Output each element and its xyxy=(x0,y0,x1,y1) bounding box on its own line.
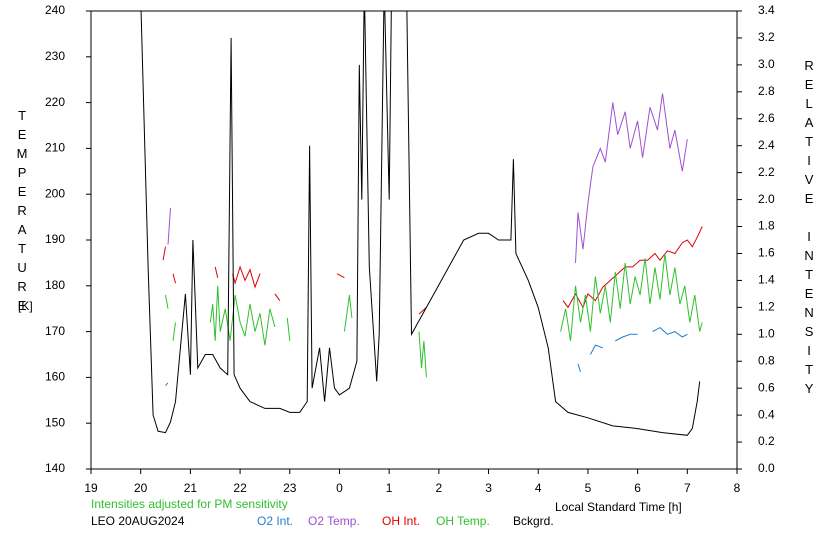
y-tick-label: 220 xyxy=(45,95,65,109)
legend-entry: O2 Int. xyxy=(257,514,293,528)
x-tick-label: 2 xyxy=(436,481,443,495)
x-tick-label: 22 xyxy=(233,481,247,495)
series-line xyxy=(165,253,703,378)
y2-tick-label: 0.2 xyxy=(758,434,775,448)
y2-tick-label: 1.0 xyxy=(758,326,775,340)
series-line xyxy=(140,11,701,436)
y2-tick-label: 0.6 xyxy=(758,380,775,394)
y-tick-label: 230 xyxy=(45,49,65,63)
x-tick-label: 19 xyxy=(84,481,98,495)
x-axis-label: Local Standard Time [h] xyxy=(555,500,682,514)
y-axis-label: TEMPERATURE xyxy=(15,108,30,317)
y2-tick-label: 3.0 xyxy=(758,57,775,71)
y2-tick-label: 2.0 xyxy=(758,192,775,206)
x-tick-label: 6 xyxy=(634,481,641,495)
station: LEO 20AUG2024 xyxy=(91,514,185,528)
y2-tick-label: 0.8 xyxy=(758,353,775,367)
y2-tick-label: 0.4 xyxy=(758,407,775,421)
legend-entry: OH Temp. xyxy=(436,514,490,528)
series-line xyxy=(165,326,688,386)
legend-entry: OH Int. xyxy=(382,514,420,528)
x-tick-label: 3 xyxy=(485,481,492,495)
x-tick-label: 5 xyxy=(585,481,592,495)
y2-tick-label: 1.8 xyxy=(758,219,775,233)
x-tick-label: 8 xyxy=(734,481,741,495)
x-tick-label: 23 xyxy=(283,481,297,495)
y2-tick-label: 2.2 xyxy=(758,165,775,179)
x-tick-label: 7 xyxy=(684,481,691,495)
y-tick-label: 200 xyxy=(45,186,65,200)
y2-tick-label: 2.6 xyxy=(758,111,775,125)
series-line xyxy=(167,93,688,263)
y2-tick-label: 1.4 xyxy=(758,273,775,287)
legend: O2 Int. O2 Temp. OH Int. OH Temp. Bckgrd. xyxy=(257,514,554,528)
y-tick-label: 240 xyxy=(45,3,65,17)
y-tick-label: 160 xyxy=(45,370,65,384)
y2-tick-label: 3.2 xyxy=(758,30,775,44)
y-tick-label: 210 xyxy=(45,141,65,155)
y2-tick-label: 1.2 xyxy=(758,300,775,314)
y2-tick-label: 1.6 xyxy=(758,246,775,260)
x-tick-label: 4 xyxy=(535,481,542,495)
y2-tick-label: 2.8 xyxy=(758,84,775,98)
note: Intensities adjusted for PM sensitivity xyxy=(91,497,288,511)
x-tick-label: 21 xyxy=(184,481,198,495)
y-tick-label: 190 xyxy=(45,232,65,246)
legend-entry: O2 Temp. xyxy=(308,514,360,528)
y-tick-label: 170 xyxy=(45,324,65,338)
x-tick-label: 0 xyxy=(336,481,343,495)
y2-tick-label: 0.0 xyxy=(758,461,775,475)
x-tick-label: 1 xyxy=(386,481,393,495)
legend-entry: Bckgrd. xyxy=(513,514,554,528)
x-tick-label: 20 xyxy=(134,481,148,495)
y2-axis-label: RELATIVE INTENSITY xyxy=(802,58,817,400)
y-tick-label: 180 xyxy=(45,278,65,292)
y-axis-unit: [K] xyxy=(18,299,33,313)
series-line xyxy=(162,226,703,315)
y-tick-label: 150 xyxy=(45,415,65,429)
y2-tick-label: 2.4 xyxy=(758,138,775,152)
y-tick-label: 140 xyxy=(45,461,65,475)
y2-tick-label: 3.4 xyxy=(758,3,775,17)
